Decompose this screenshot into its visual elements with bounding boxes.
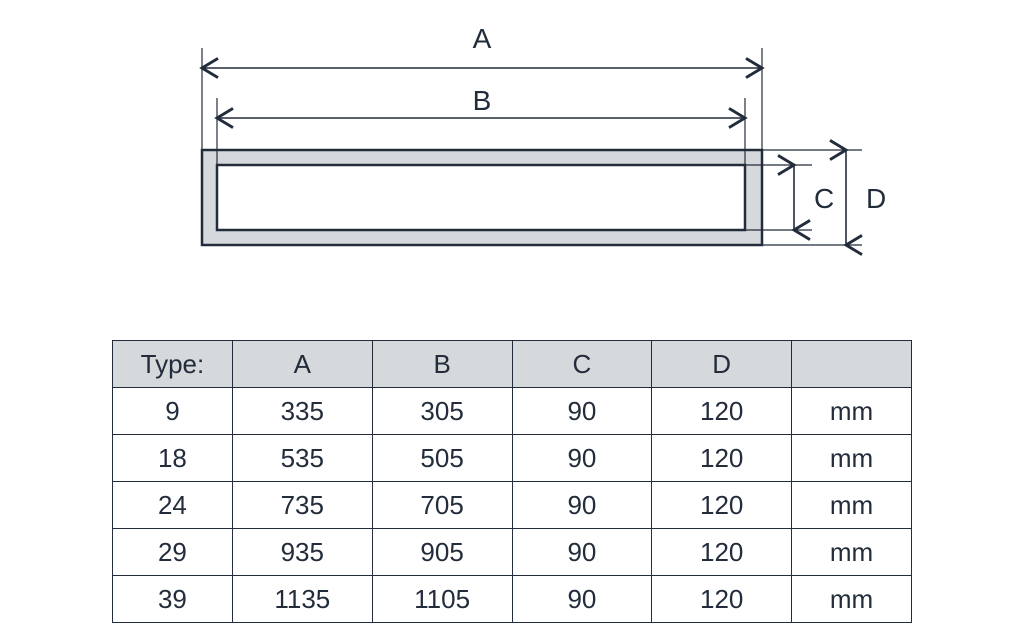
table-row: 39 1135 1105 90 120 mm <box>113 576 912 623</box>
cell-a: 535 <box>232 435 372 482</box>
col-header-b: B <box>372 341 512 388</box>
dimension-label-b: B <box>473 85 492 116</box>
cell-b: 505 <box>372 435 512 482</box>
cell-type: 29 <box>113 529 233 576</box>
cell-type: 39 <box>113 576 233 623</box>
cell-d: 120 <box>652 576 792 623</box>
cell-type: 18 <box>113 435 233 482</box>
table-row: 24 735 705 90 120 mm <box>113 482 912 529</box>
cell-type: 24 <box>113 482 233 529</box>
table-header-row: Type: A B C D <box>113 341 912 388</box>
dimension-table: Type: A B C D 9 335 305 90 120 mm <box>112 340 912 623</box>
cell-c: 90 <box>512 435 652 482</box>
cell-d: 120 <box>652 435 792 482</box>
diagram-svg: A B C D <box>182 20 902 280</box>
cell-d: 120 <box>652 388 792 435</box>
cell-b: 905 <box>372 529 512 576</box>
col-header-type: Type: <box>113 341 233 388</box>
cell-c: 90 <box>512 529 652 576</box>
cell-c: 90 <box>512 388 652 435</box>
cell-unit: mm <box>792 529 912 576</box>
dimension-label-d: D <box>866 183 886 214</box>
table-row: 18 535 505 90 120 mm <box>113 435 912 482</box>
cell-d: 120 <box>652 529 792 576</box>
table-row: 29 935 905 90 120 mm <box>113 529 912 576</box>
cell-b: 305 <box>372 388 512 435</box>
cell-c: 90 <box>512 482 652 529</box>
table-row: 9 335 305 90 120 mm <box>113 388 912 435</box>
cell-a: 735 <box>232 482 372 529</box>
cell-unit: mm <box>792 482 912 529</box>
cell-a: 335 <box>232 388 372 435</box>
cell-a: 935 <box>232 529 372 576</box>
cell-b: 1105 <box>372 576 512 623</box>
cell-b: 705 <box>372 482 512 529</box>
col-header-d: D <box>652 341 792 388</box>
col-header-c: C <box>512 341 652 388</box>
dimension-label-c: C <box>814 183 834 214</box>
cell-type: 9 <box>113 388 233 435</box>
cell-unit: mm <box>792 435 912 482</box>
profile-outline <box>202 150 762 245</box>
profile-dimension-diagram: A B C D <box>182 20 902 285</box>
cell-d: 120 <box>652 482 792 529</box>
cell-unit: mm <box>792 576 912 623</box>
cell-a: 1135 <box>232 576 372 623</box>
cell-c: 90 <box>512 576 652 623</box>
col-header-a: A <box>232 341 372 388</box>
dimension-label-a: A <box>473 23 492 54</box>
col-header-unit <box>792 341 912 388</box>
cell-unit: mm <box>792 388 912 435</box>
